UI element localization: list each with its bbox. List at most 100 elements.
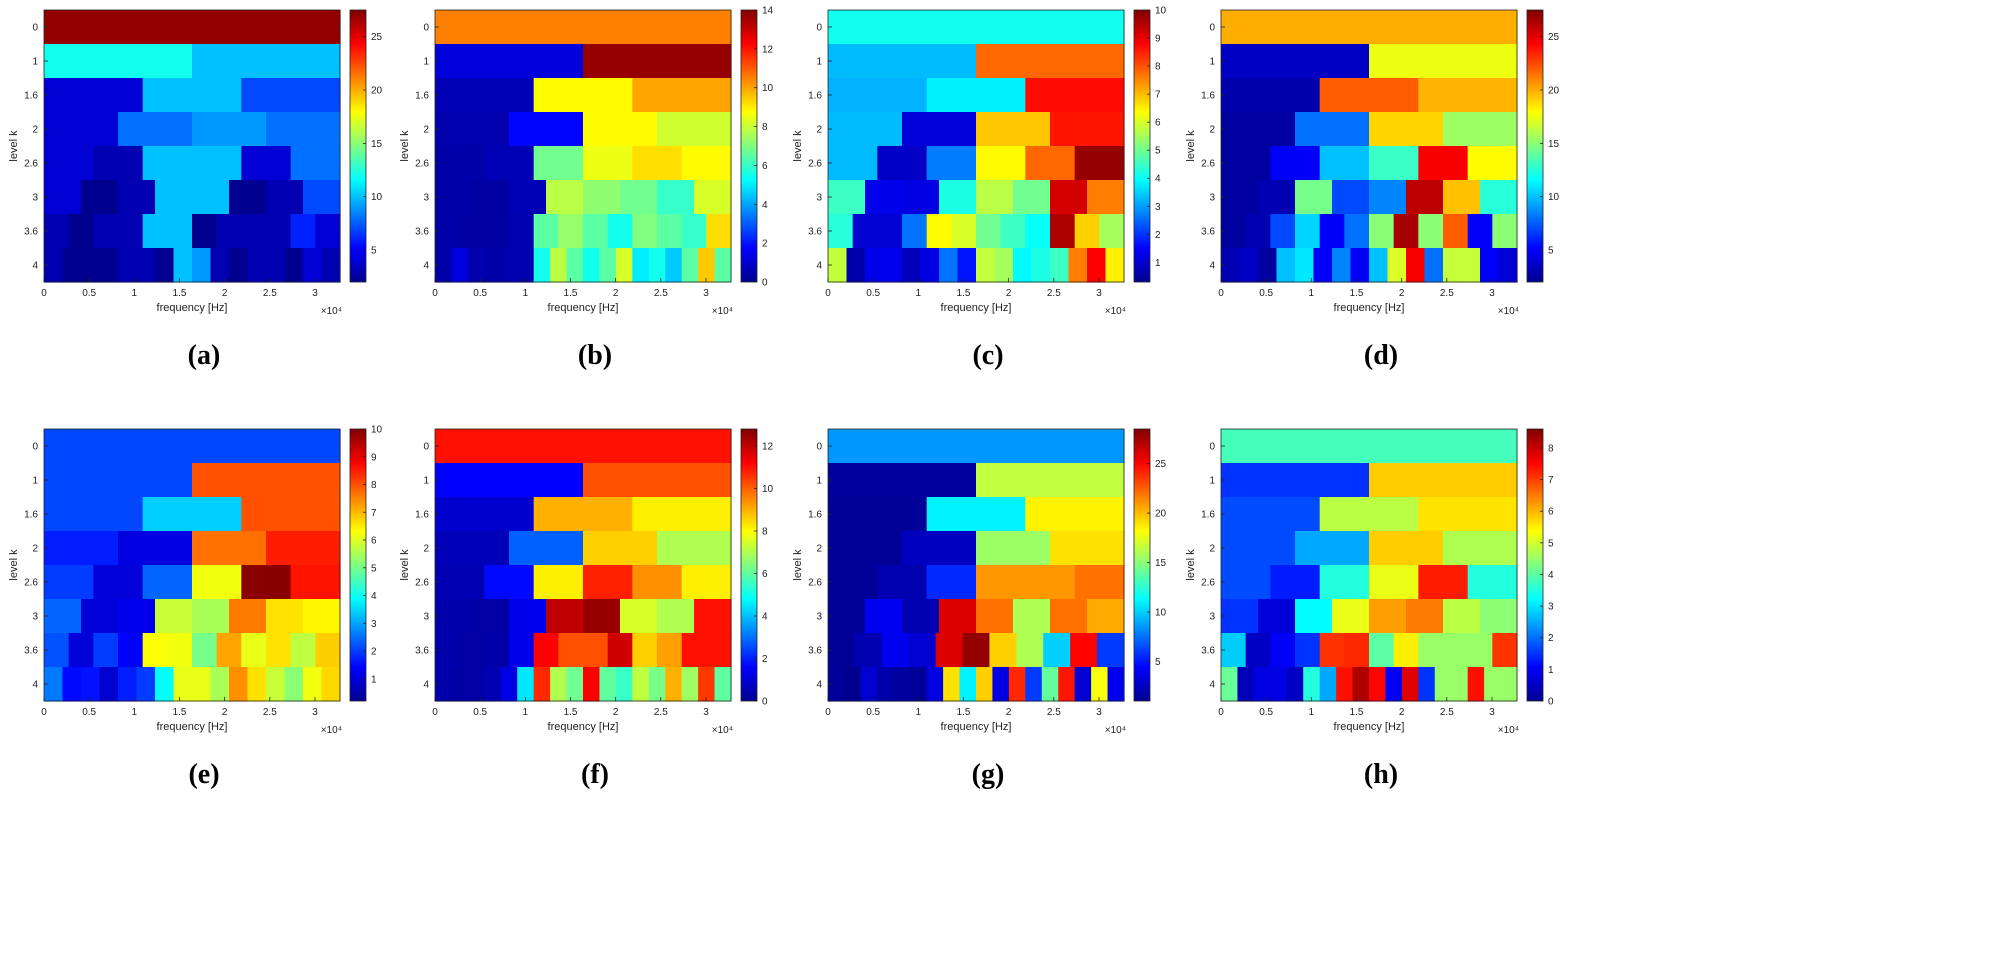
- x-exponent: ×10⁴: [1105, 725, 1126, 736]
- y-tick-label: 2.6: [415, 159, 429, 170]
- heat-cell: [435, 248, 453, 283]
- heatmap-panel-g: 011.622.633.640 0.5 1 1.5 2 2.5 3×10⁴frequency…: [792, 428, 1167, 790]
- heat-cell: [1480, 248, 1500, 283]
- heat-cell: [1406, 248, 1426, 283]
- heat-cell: [828, 531, 903, 566]
- heat-cell: [303, 248, 323, 283]
- heat-cell: [472, 599, 510, 634]
- heat-cell: [155, 667, 175, 702]
- heat-cell: [435, 10, 732, 45]
- heat-cell: [558, 633, 584, 668]
- heat-cell: [1050, 214, 1076, 249]
- heat-cell: [599, 667, 617, 702]
- heat-cell: [435, 180, 473, 215]
- heat-cell: [93, 146, 144, 181]
- heat-cell: [1369, 146, 1419, 181]
- heat-cell: [1013, 599, 1051, 634]
- colorbar-tick-label: 8: [762, 122, 768, 133]
- heat-cell: [44, 10, 341, 45]
- x-axis-label: frequency [Hz]: [157, 721, 228, 733]
- colorbar-tick-label: 9: [1155, 34, 1161, 45]
- heat-cell: [266, 531, 341, 566]
- heat-cell: [902, 180, 940, 215]
- heat-cell: [290, 214, 316, 249]
- heat-cell: [976, 531, 1051, 566]
- y-tick-label: 4: [32, 680, 38, 691]
- x-tick-label: 2: [1006, 288, 1012, 299]
- heat-cell: [435, 599, 473, 634]
- heat-cell: [241, 565, 292, 600]
- heat-cell: [1016, 633, 1044, 668]
- x-tick-label: 2: [613, 707, 619, 718]
- heat-cell: [533, 214, 559, 249]
- x-tick-label: 0.5: [473, 288, 487, 299]
- heat-cell: [1221, 633, 1247, 668]
- heat-cell: [893, 667, 911, 702]
- x-tick-label: 1: [916, 288, 922, 299]
- heat-cell: [81, 599, 119, 634]
- heat-cell: [828, 78, 928, 113]
- heat-cell: [865, 599, 903, 634]
- colorbar-tick-label: 6: [371, 536, 377, 547]
- heat-cell: [1332, 248, 1352, 283]
- x-tick-label: 1: [523, 288, 529, 299]
- colorbar: [1526, 9, 1544, 283]
- colorbar-tick-label: 8: [371, 480, 377, 491]
- x-tick-label: 1.5: [1350, 288, 1364, 299]
- y-axis-label: level k: [8, 549, 20, 581]
- heat-cell: [828, 180, 866, 215]
- heat-cell: [93, 565, 144, 600]
- heat-cell: [192, 633, 218, 668]
- heat-cell: [1369, 180, 1407, 215]
- colorbar-tick-label: 14: [762, 6, 774, 17]
- colorbar-tick-label: 2: [1548, 633, 1554, 644]
- x-tick-label: 2.5: [654, 288, 668, 299]
- heat-cell: [1344, 214, 1370, 249]
- y-tick-label: 1: [32, 476, 38, 487]
- y-tick-label: 4: [423, 261, 429, 272]
- x-tick-label: 0.5: [1259, 707, 1273, 718]
- heat-cell: [247, 248, 267, 283]
- heat-cell: [509, 599, 547, 634]
- heat-cell: [1418, 565, 1469, 600]
- x-tick-label: 1.5: [957, 288, 971, 299]
- colorbar-tick-label: 10: [1155, 6, 1167, 17]
- colorbar-tick-label: 7: [371, 508, 377, 519]
- y-tick-label: 2.6: [415, 578, 429, 589]
- y-tick-label: 1: [32, 57, 38, 68]
- heat-cell: [939, 180, 977, 215]
- x-tick-label: 0.5: [473, 707, 487, 718]
- heat-cell: [192, 248, 212, 283]
- x-axis-label: frequency [Hz]: [941, 721, 1012, 733]
- colorbar-tick-label: 10: [762, 484, 774, 495]
- colorbar: [740, 428, 758, 702]
- heat-cell: [1319, 146, 1370, 181]
- y-tick-label: 1: [423, 57, 429, 68]
- heat-cell: [142, 214, 168, 249]
- heat-cell: [1492, 633, 1518, 668]
- x-tick-label: 2: [613, 288, 619, 299]
- y-tick-label: 3.6: [415, 227, 429, 238]
- heat-cell: [1480, 599, 1518, 634]
- heat-cell: [852, 214, 878, 249]
- heat-cell: [1406, 599, 1444, 634]
- y-axis-label: level k: [792, 549, 804, 581]
- colorbar-tick-label: 8: [1155, 62, 1161, 73]
- heat-cell: [1070, 633, 1098, 668]
- heat-cell: [558, 214, 584, 249]
- heat-cell: [44, 78, 144, 113]
- heat-cell: [509, 112, 584, 147]
- heat-cell: [118, 112, 193, 147]
- heat-cell: [1221, 565, 1271, 600]
- x-tick-label: 2.5: [1047, 707, 1061, 718]
- heat-cell: [620, 599, 658, 634]
- heat-cell: [44, 565, 94, 600]
- panel-label: (f): [581, 759, 609, 790]
- y-tick-label: 2.6: [24, 159, 38, 170]
- colorbar-tick-label: 7: [1548, 475, 1554, 486]
- heat-cell: [1043, 633, 1071, 668]
- x-tick-label: 0.5: [866, 288, 880, 299]
- heat-cell: [706, 633, 732, 668]
- heat-cell: [451, 667, 469, 702]
- heat-cell: [566, 248, 584, 283]
